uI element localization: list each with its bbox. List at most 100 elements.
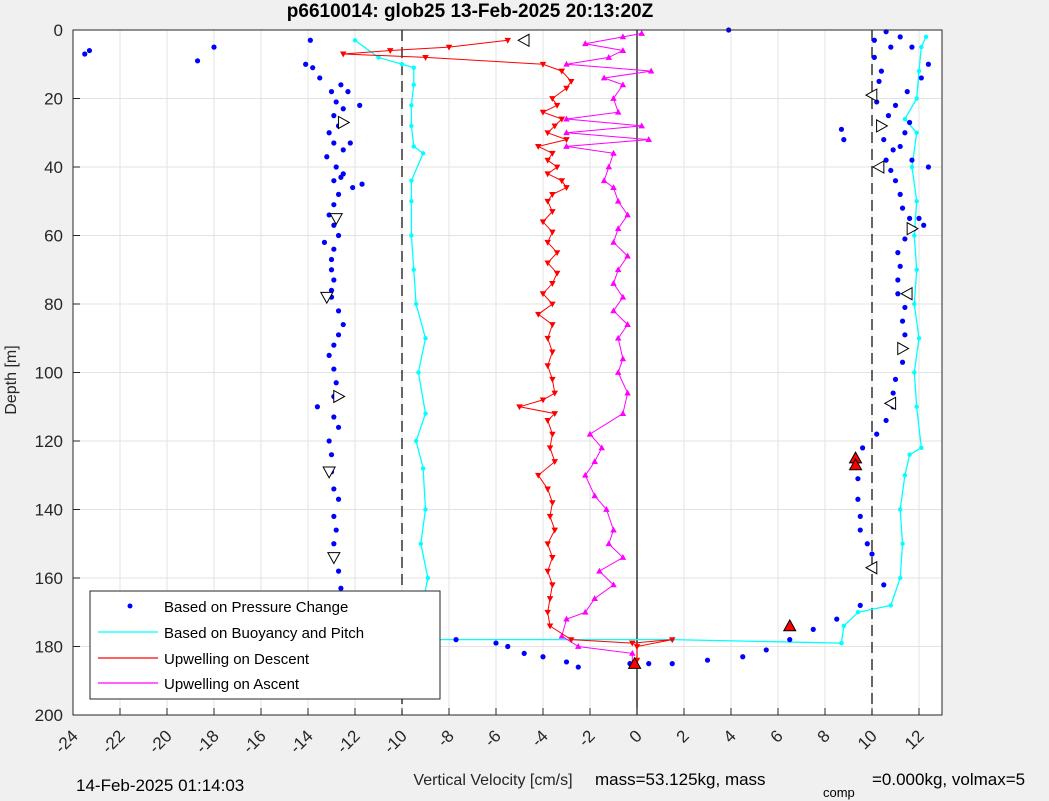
upwelling-descent-point [553, 270, 561, 277]
pressure-point [890, 390, 896, 396]
buoyancy-point [399, 62, 405, 67]
pressure-point [340, 321, 346, 328]
y-tick-label: 200 [35, 706, 63, 725]
buoyancy-point [411, 144, 416, 149]
pressure-point [331, 486, 337, 492]
upwelling-descent-point [516, 404, 523, 411]
pressure-point [921, 222, 927, 228]
pressure-point [324, 154, 330, 160]
open-triangle-marker [883, 396, 897, 411]
open-triangle-marker [864, 88, 878, 102]
upwelling-descent-point [546, 445, 554, 452]
pressure-point [335, 332, 342, 338]
upwelling-descent-point [549, 500, 556, 507]
pressure-point [881, 582, 887, 588]
footer-timestamp: 14-Feb-2025 01:14:03 [76, 776, 244, 795]
pressure-point [704, 657, 711, 663]
upwelling-ascent-point [619, 33, 627, 40]
pressure-point [331, 414, 337, 420]
upwelling-descent-point [544, 198, 551, 205]
buoyancy-point [409, 123, 414, 129]
buoyancy-point [423, 507, 428, 512]
pressure-point [871, 37, 877, 43]
pressure-point [340, 147, 346, 153]
upwelling-ascent-point [629, 649, 636, 656]
upwelling-descent-point [553, 250, 561, 257]
pressure-point [918, 75, 924, 81]
open-triangle-marker [872, 160, 885, 174]
pressure-point [194, 58, 201, 64]
pressure-point [841, 137, 847, 143]
buoyancy-point [914, 96, 919, 101]
upwelling-ascent-point [619, 293, 627, 300]
pressure-point [892, 376, 899, 382]
pressure-point [810, 626, 816, 632]
legend-entry-ascent: Upwelling on Ascent [98, 676, 300, 693]
upwelling-descent-point [544, 418, 551, 424]
legend-entry-pressure: Based on Pressure Change [127, 599, 348, 616]
buoyancy-point [898, 507, 903, 512]
upwelling-ascent-point [647, 67, 655, 74]
pressure-point [904, 89, 910, 95]
pressure-point [326, 130, 332, 136]
upwelling-ascent-point [596, 567, 603, 574]
upwelling-descent-point [549, 209, 556, 215]
pressure-point [902, 304, 908, 311]
upwelling-ascent-point [563, 143, 570, 149]
upwelling-ascent [558, 29, 655, 667]
buoyancy-point [425, 575, 431, 581]
pressure-point [909, 157, 915, 163]
buoyancy-point [413, 301, 419, 307]
legend-label-descent: Upwelling on Descent [164, 651, 310, 668]
pressure-point [310, 65, 316, 71]
y-tick-label: 100 [35, 364, 63, 383]
upwelling-ascent-point [563, 129, 570, 136]
pressure-point [902, 236, 908, 242]
upwelling-descent-point [544, 541, 551, 548]
legend-box [89, 590, 441, 700]
pressure-point [331, 178, 337, 184]
pressure-point [895, 250, 901, 256]
upwelling-ascent-point [610, 526, 617, 533]
upwelling-descent-point [567, 637, 575, 644]
upwelling-ascent-point [624, 321, 631, 327]
pressure-point [892, 178, 899, 184]
pressure-point [883, 157, 889, 163]
pressure-point [540, 654, 546, 660]
upwelling-ascent-point [558, 632, 566, 639]
upwelling-ascent-point [614, 266, 622, 273]
pressure-point [453, 637, 459, 643]
upwelling-descent-point [549, 322, 556, 328]
pressure-point [357, 102, 363, 108]
pressure-point [340, 106, 346, 112]
open-triangle-marker [876, 119, 889, 133]
pressure-point [82, 51, 88, 57]
pressure-point [909, 44, 915, 50]
buoyancy-point [907, 452, 912, 457]
pressure-point [328, 267, 335, 273]
upwelling-descent-point [558, 68, 566, 75]
buoyancy-descent [352, 38, 844, 646]
pressure-point [335, 308, 342, 314]
upwelling-ascent-point [605, 163, 613, 170]
pressure-point [321, 239, 328, 245]
buoyancy-point [916, 68, 922, 74]
buoyancy-point [411, 267, 416, 272]
pressure-point [855, 496, 861, 502]
pressure-point [331, 140, 337, 146]
pressure-point [864, 541, 870, 547]
buoyancy-point [912, 233, 917, 238]
pressure-point [331, 246, 337, 252]
pressure-point [857, 513, 863, 519]
buoyancy-point [352, 38, 358, 43]
pressure-point [838, 126, 845, 132]
buoyancy-point [912, 301, 917, 307]
buoyancy-point [839, 640, 844, 646]
y-axis-ticks: 0 20 40 60 80 100 120 140 160 180 200 [35, 21, 80, 725]
upwelling-ascent-point [610, 280, 617, 286]
buoyancy-point [902, 473, 908, 478]
upwelling-descent-point [549, 582, 556, 589]
upwelling-ascent-point [624, 211, 631, 218]
upwelling-ascent-point [610, 184, 617, 190]
upwelling-descent-point [544, 239, 551, 246]
